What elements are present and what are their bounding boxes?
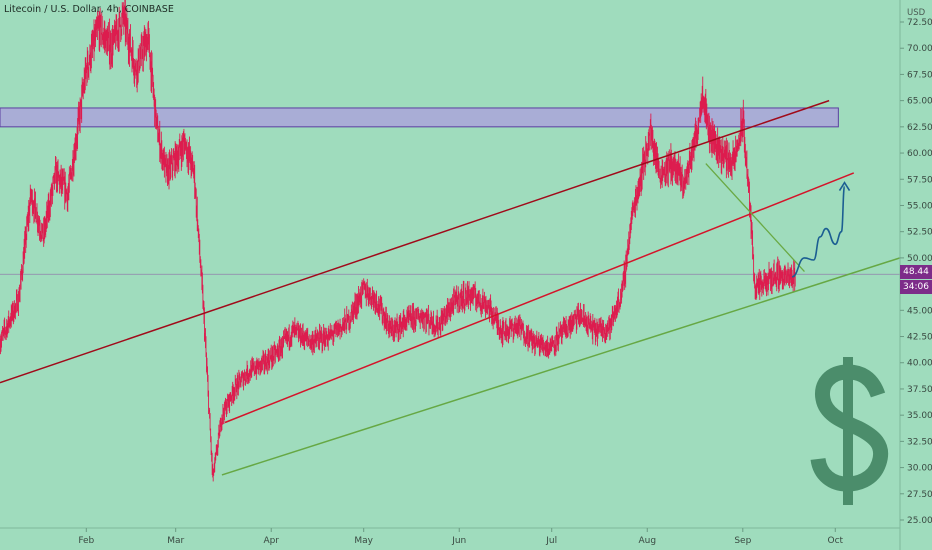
y-tick-label: 70.00 [907,44,932,54]
y-tick-label: 35.00 [907,411,932,421]
currency-label: USD [907,8,926,18]
downtrend-line [705,163,805,272]
y-tick-label: 25.00 [907,516,932,526]
forecast-path [791,185,846,278]
x-axis: Feb Mar Apr May Jun Jul Aug Sep Oct [0,527,900,546]
y-tick-label: 60.00 [907,149,932,159]
y-tick-label: 27.50 [907,490,932,500]
x-tick-label: Aug [638,536,656,546]
y-tick-label: 62.50 [907,123,932,133]
y-tick-label: 40.00 [907,359,932,369]
y-tick-label: 32.50 [907,437,932,447]
x-tick-label: Sep [734,536,751,546]
x-tick-label: May [354,536,373,546]
chart-title: Litecoin / U.S. Dollar, 4h, COINBASE [4,4,174,15]
x-tick-label: Apr [263,536,279,546]
y-tick-label: 42.50 [907,333,932,343]
countdown-badge: 34:06 [900,280,932,294]
x-tick-label: Feb [78,536,94,546]
x-tick-label: Jun [451,536,466,546]
y-tick-label: 30.00 [907,464,932,474]
y-tick-label: 52.50 [907,228,932,238]
x-tick-label: Oct [827,536,843,546]
mid-channel-line [224,172,855,424]
candles [0,0,796,482]
y-tick-label: 65.00 [907,97,932,107]
y-tick-label: 57.50 [907,175,932,185]
x-tick-label: Jul [545,536,557,546]
support-line [221,257,901,476]
last-price-badge: 48.44 [900,265,932,279]
dollar-icon [810,357,888,505]
y-tick-label: 67.50 [907,70,932,80]
resistance-zone-rect [0,107,839,128]
x-tick-label: Mar [167,536,184,546]
y-tick-label: 55.00 [907,201,932,211]
resistance-zone [0,107,839,128]
forecast-arrowhead [838,181,851,192]
trendlines [0,99,901,476]
y-tick-label: 72.50 [907,18,932,28]
y-tick-label: 50.00 [907,254,932,264]
y-tick-label: 37.50 [907,385,932,395]
y-tick-label: 45.00 [907,306,932,316]
dollar-icon-s [810,364,888,492]
upper-channel-line [0,99,830,384]
